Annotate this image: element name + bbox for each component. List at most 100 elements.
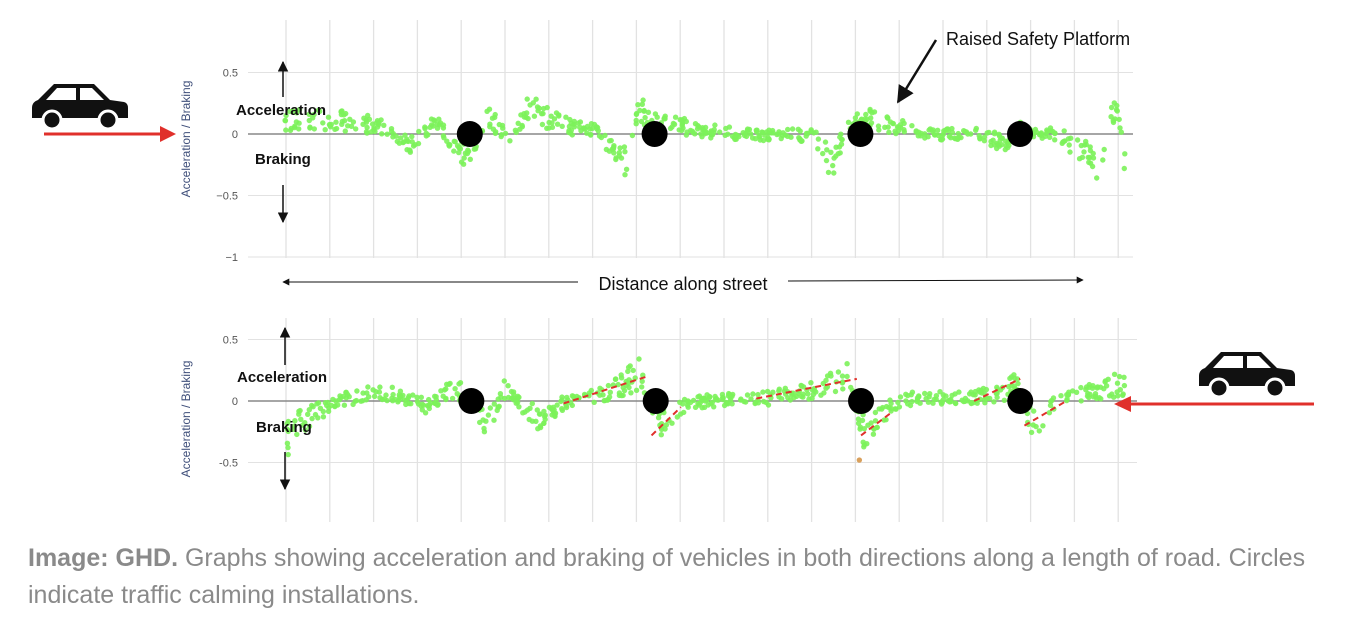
- data-point: [397, 388, 404, 394]
- data-point: [1067, 149, 1073, 155]
- data-point: [955, 130, 961, 137]
- data-point: [607, 389, 613, 395]
- data-point: [292, 418, 298, 424]
- data-point: [393, 133, 399, 139]
- data-point: [517, 126, 523, 132]
- data-point: [744, 392, 751, 398]
- car-icon-right: [1199, 352, 1295, 399]
- data-point: [627, 363, 633, 369]
- data-point: [1094, 385, 1100, 391]
- data-point: [461, 155, 467, 161]
- data-point: [467, 156, 473, 162]
- data-point: [433, 394, 439, 400]
- data-point: [1047, 125, 1054, 131]
- data-point: [813, 389, 819, 395]
- data-point: [525, 115, 531, 122]
- data-point: [451, 138, 457, 144]
- data-point: [972, 392, 978, 398]
- data-point: [559, 406, 565, 412]
- data-point: [487, 405, 493, 411]
- data-point: [636, 356, 642, 362]
- data-point: [615, 381, 621, 388]
- data-point: [652, 111, 659, 117]
- data-point: [1121, 165, 1128, 172]
- data-point: [876, 406, 882, 412]
- data-point: [690, 397, 697, 404]
- data-point: [1028, 429, 1035, 436]
- data-point: [317, 108, 323, 115]
- car-icon-left: [32, 84, 128, 131]
- data-point: [551, 116, 558, 122]
- data-point: [872, 409, 879, 416]
- data-point: [956, 389, 962, 395]
- data-point: [589, 125, 595, 132]
- data-point: [431, 118, 438, 124]
- data-point: [314, 401, 320, 407]
- data-point: [484, 108, 490, 115]
- data-point: [713, 395, 720, 402]
- data-point: [388, 128, 395, 135]
- data-point: [516, 394, 522, 400]
- data-point: [695, 394, 701, 400]
- data-point: [291, 423, 298, 429]
- data-point: [1083, 387, 1089, 393]
- data-point: [845, 119, 852, 126]
- data-point: [838, 141, 845, 147]
- data-point: [990, 137, 996, 143]
- data-point: [451, 148, 457, 154]
- data-point: [565, 397, 571, 403]
- data-point: [332, 403, 338, 409]
- data-point: [725, 393, 732, 399]
- data-point: [663, 422, 670, 428]
- data-point: [414, 394, 420, 400]
- data-point: [820, 150, 826, 157]
- data-point: [379, 131, 385, 137]
- data-point: [1076, 156, 1083, 162]
- data-point: [401, 139, 407, 145]
- data-point: [354, 388, 360, 394]
- data-point: [294, 431, 300, 438]
- data-point: [977, 135, 983, 141]
- data-point: [596, 133, 603, 139]
- data-point: [1074, 137, 1081, 143]
- data-point: [524, 96, 530, 102]
- data-point: [662, 426, 668, 432]
- data-point: [798, 393, 805, 400]
- data-point: [760, 389, 766, 395]
- data-point: [1078, 384, 1084, 391]
- data-point: [766, 127, 772, 133]
- data-point: [628, 390, 634, 396]
- data-point: [587, 131, 594, 138]
- data-point: [757, 137, 763, 143]
- data-point: [996, 143, 1002, 149]
- data-point: [552, 413, 558, 420]
- data-point: [489, 115, 496, 121]
- data-point: [542, 416, 548, 423]
- data-point: [591, 399, 597, 405]
- data-point: [581, 125, 587, 131]
- data-point: [537, 411, 543, 417]
- data-point: [284, 440, 291, 446]
- data-point: [1114, 108, 1121, 114]
- data-point: [1058, 393, 1064, 399]
- data-point: [1116, 373, 1123, 380]
- data-point: [541, 408, 547, 415]
- data-point: [320, 414, 327, 420]
- trend-line: [973, 377, 1021, 402]
- data-point: [820, 380, 826, 387]
- data-point: [1092, 393, 1099, 399]
- data-point: [1052, 130, 1058, 136]
- data-point: [937, 136, 944, 143]
- data-point: [875, 123, 882, 129]
- data-point: [536, 105, 542, 111]
- data-point: [640, 97, 646, 103]
- data-point: [815, 146, 821, 152]
- data-point: [982, 400, 988, 406]
- data-point: [635, 102, 641, 108]
- data-point: [365, 384, 371, 390]
- data-point: [642, 114, 648, 121]
- data-point: [456, 144, 462, 150]
- data-point: [510, 389, 517, 395]
- traffic-calming-installation: [456, 121, 483, 147]
- data-point: [1007, 375, 1013, 382]
